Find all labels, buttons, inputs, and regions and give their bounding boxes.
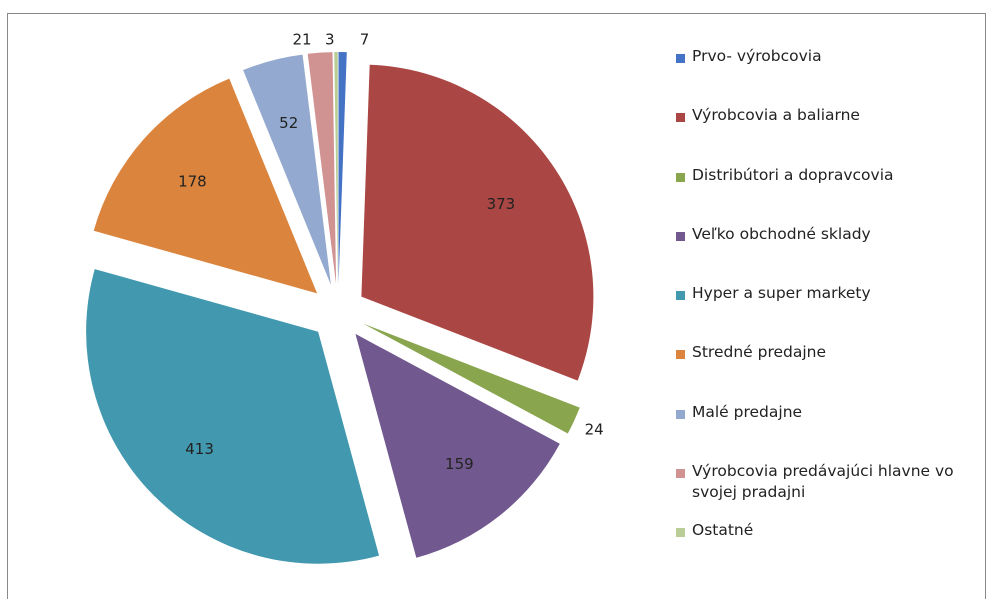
- pie-slice: [355, 333, 560, 558]
- data-label: 159: [445, 455, 474, 473]
- legend-label: Výrobcovia predávajúci hlavne vo svojej …: [692, 462, 954, 502]
- legend-item: Stredné predajne: [676, 342, 981, 401]
- legend-label: Výrobcovia a baliarne: [692, 106, 860, 125]
- legend-swatch: [676, 409, 685, 419]
- legend-label: Distribútori a dopravcovia: [692, 165, 894, 184]
- legend-swatch: [676, 291, 685, 301]
- data-label: 178: [178, 173, 207, 191]
- legend-swatch: [676, 54, 685, 63]
- legend-label: Ostatné: [692, 521, 754, 540]
- pie-slice: [86, 269, 380, 564]
- legend-label: Veľko obchodné sklady: [692, 224, 871, 243]
- legend-item: Prvo- výrobcovia: [676, 46, 981, 105]
- legend-swatch: [676, 528, 685, 538]
- data-label: 3: [325, 31, 335, 49]
- legend-item: Ostatné: [676, 520, 981, 579]
- data-label: 52: [279, 114, 298, 132]
- pie-slice: [338, 52, 347, 285]
- pie-slice: [93, 78, 318, 294]
- legend-item: Výrobcovia predávajúci hlavne vo svojej …: [676, 461, 981, 520]
- pie-slice: [307, 52, 337, 285]
- pie-slice: [363, 323, 580, 434]
- legend-item: Veľko obchodné sklady: [676, 224, 981, 283]
- legend-item: Malé predajne: [676, 402, 981, 461]
- legend-swatch: [676, 350, 685, 360]
- legend-item: Distribútori a dopravcovia: [676, 165, 981, 224]
- legend-swatch: [676, 172, 685, 182]
- pie-slice: [243, 54, 331, 285]
- data-label: 21: [293, 31, 312, 49]
- data-label: 7: [360, 31, 370, 49]
- legend-swatch: [676, 231, 685, 241]
- legend-label: Malé predajne: [692, 402, 803, 421]
- legend-label: Stredné predajne: [692, 343, 827, 362]
- legend: Prvo- výrobcovia Výrobcovia a baliarne Dis…: [676, 46, 981, 580]
- legend-item: Výrobcovia a baliarne: [676, 105, 981, 164]
- legend-label: Hyper a super markety: [692, 284, 871, 303]
- legend-swatch: [676, 469, 685, 479]
- data-label: 24: [585, 420, 604, 438]
- data-label: 413: [185, 440, 214, 458]
- pie-slice: [334, 52, 338, 285]
- data-label: 373: [487, 195, 516, 213]
- legend-item: Hyper a super markety: [676, 283, 981, 342]
- legend-swatch: [676, 113, 685, 123]
- pie-slice: [361, 64, 594, 381]
- legend-label: Prvo- výrobcovia: [692, 47, 822, 65]
